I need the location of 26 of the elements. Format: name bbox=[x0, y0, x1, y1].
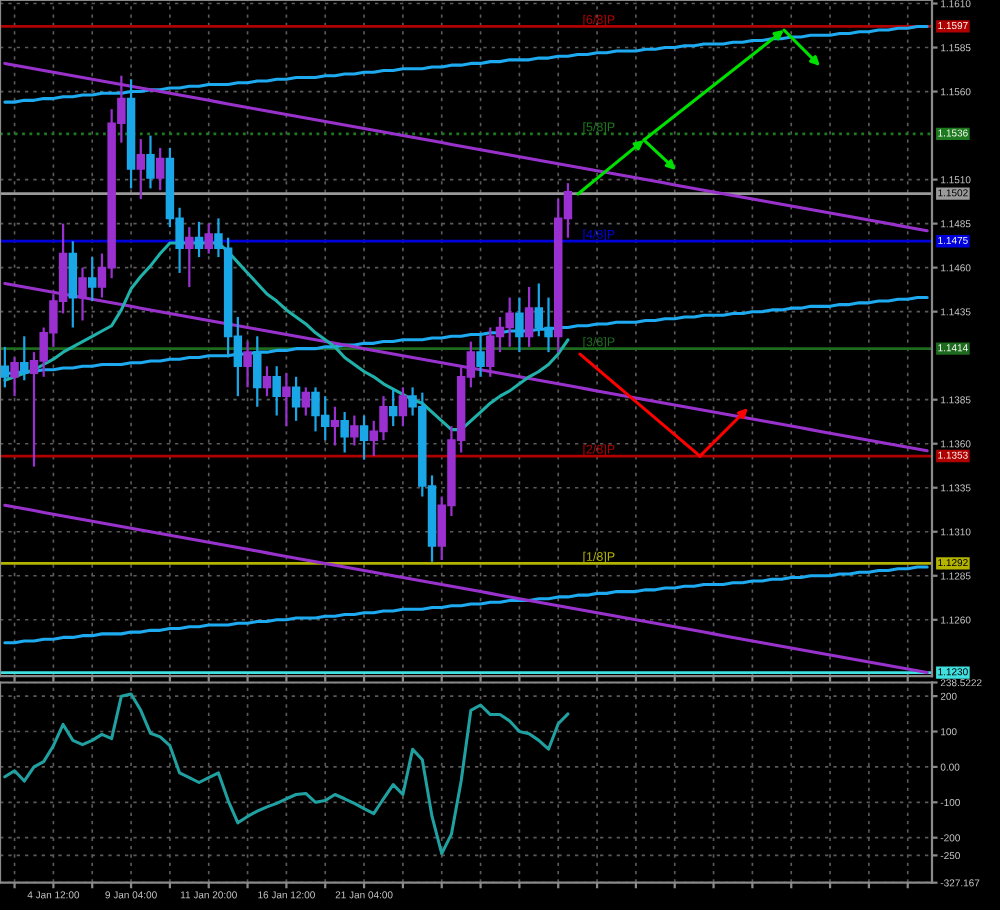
candlestick bbox=[243, 340, 252, 389]
candlestick bbox=[282, 372, 291, 428]
candlestick bbox=[194, 220, 204, 259]
candlestick bbox=[185, 226, 194, 289]
candlestick bbox=[146, 134, 155, 190]
candlestick bbox=[87, 255, 97, 303]
candlestick bbox=[359, 414, 369, 461]
candlestick bbox=[204, 222, 213, 255]
line-series bbox=[3, 692, 570, 856]
candlestick bbox=[10, 356, 19, 398]
candlestick bbox=[398, 386, 408, 428]
candlestick bbox=[301, 386, 311, 417]
candlestick bbox=[155, 146, 165, 192]
line-series bbox=[3, 61, 929, 233]
candlestick bbox=[340, 410, 349, 454]
line-series bbox=[3, 503, 929, 675]
candlestick bbox=[262, 365, 272, 398]
candlestick bbox=[291, 375, 301, 422]
candlestick bbox=[350, 414, 359, 447]
line-series bbox=[3, 565, 929, 645]
candlestick bbox=[388, 388, 398, 428]
candlestick bbox=[272, 365, 281, 417]
candlestick bbox=[330, 405, 340, 447]
candlestick bbox=[524, 285, 534, 348]
candlestick bbox=[68, 240, 78, 329]
candlestick bbox=[136, 137, 146, 201]
